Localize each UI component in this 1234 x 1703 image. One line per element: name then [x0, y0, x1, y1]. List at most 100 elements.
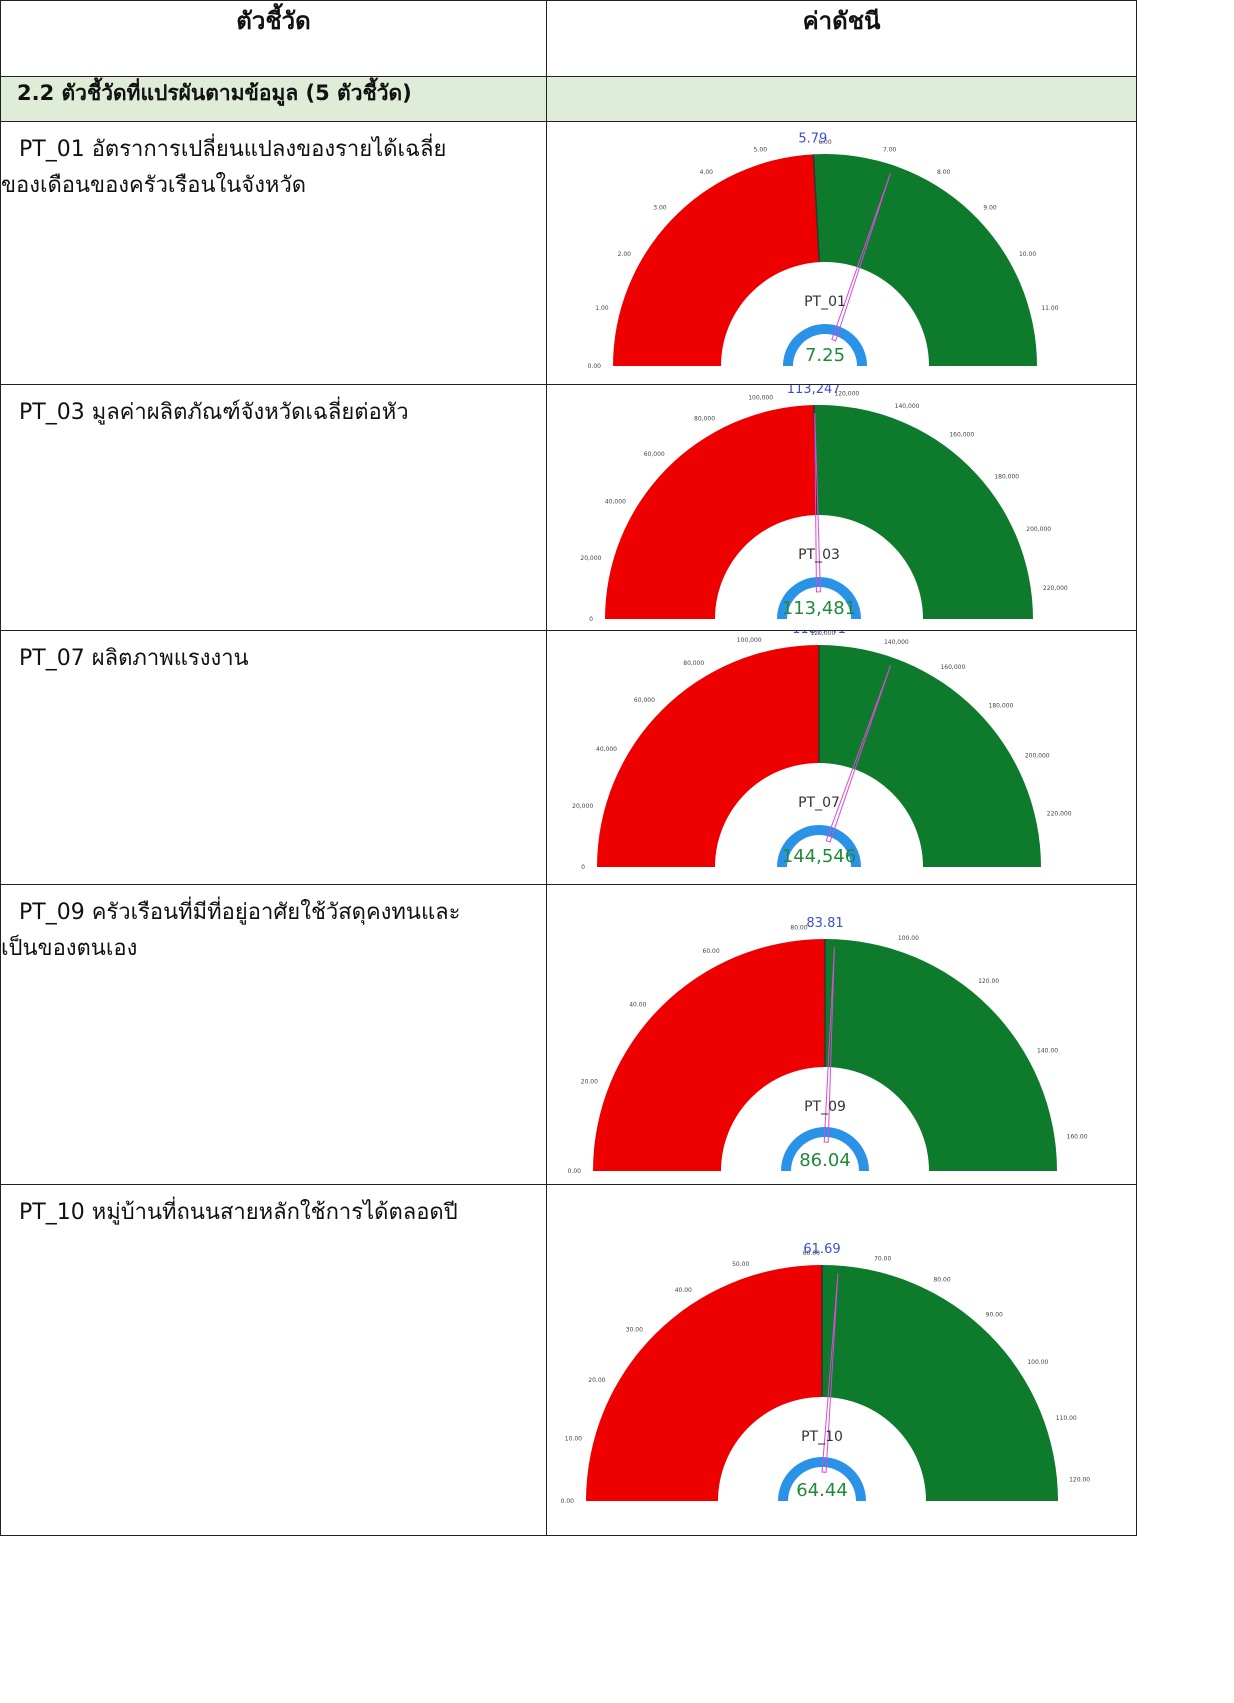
gauge-tick-label: 1.00 [595, 305, 609, 312]
gauge-tick-label: 140.00 [1037, 1047, 1058, 1054]
gauge-tick-label: 120.00 [978, 978, 999, 985]
indicator-label-line2: ของเดือนของครัวเรือนในจังหวัด [1, 173, 307, 198]
gauge-red-zone [605, 405, 817, 619]
gauge-tick-label: 50.00 [732, 1261, 749, 1268]
gauge-tick-label: 180,000 [994, 473, 1019, 480]
gauge-tick-label: 9.00 [983, 205, 997, 212]
gauge-tick-label: 60,000 [634, 697, 655, 704]
indicator-label-line1: PT_10 หมู่บ้านที่ถนนสายหลักใช้การได้ตลอด… [19, 1200, 458, 1225]
table-row: PT_09 ครัวเรือนที่มีที่อยู่อาศัยใช้วัสดุ… [0, 884, 1137, 1185]
gauge-cell: 0 20,000 40,000 60,000 80,000 100,000 120,000 1… [546, 384, 1137, 631]
gauge-tick-label: 160.00 [1067, 1133, 1088, 1140]
gauge-chart: 020,00040,00060,00080,000100,000120,0001… [580, 385, 1068, 623]
gauge-tick-label: 7.00 [883, 147, 897, 154]
gauge-green-zone [813, 405, 1033, 619]
gauge-value-label: 64.44 [796, 1480, 848, 1501]
gauge-tick-label: 20,000 [572, 803, 593, 810]
indicator-label-line1: PT_03 มูลค่าผลิตภัณฑ์จังหวัดเฉลี่ยต่อหัว [19, 400, 409, 425]
gauge-value-label: 86.04 [799, 1150, 851, 1171]
gauge-cell: 0 20,000 40,000 60,000 80,000 100,000 120,000 1… [546, 630, 1137, 885]
gauge-needle [821, 1273, 839, 1473]
gauge-value-label: 144,546 [782, 846, 856, 867]
gauge-cell: 0.00 20.00 40.00 60.00 80.00 100.00 120.00 140.… [546, 884, 1137, 1185]
gauge-tick-label: 80,000 [694, 415, 715, 422]
gauge-inner-ring [781, 1127, 869, 1171]
gauge-cell: 0.00 1.00 2.00 3.00 4.00 5.00 6.00 7.00 8.00 9.00… [546, 121, 1137, 385]
gauge-tick-label: 180,000 [989, 703, 1014, 710]
gauge-threshold-label: 5.79 [798, 131, 827, 146]
gauge-tick-label: 220,000 [1047, 810, 1072, 817]
gauge-tick-label: 60.00 [703, 948, 720, 955]
indicator-label-line2: เป็นของตนเอง [1, 936, 138, 961]
gauge-threshold-label: 61.69 [803, 1242, 840, 1257]
indicator-table: ตัวชี้วัด ค่าดัชนี 2.2 ตัวชี้วัดที่แปรผั… [0, 0, 1137, 1536]
gauge-center-label: PT_10 [801, 1429, 843, 1445]
gauge-tick-label: 200,000 [1026, 526, 1051, 533]
gauge-tick-label: 20.00 [588, 1377, 605, 1384]
gauge-tick-label: 10.00 [565, 1436, 582, 1443]
gauge-threshold-label: 118,741 [792, 631, 846, 637]
gauge-tick-label: 40,000 [596, 746, 617, 753]
indicator-label-cell: PT_07 ผลิตภาพแรงงาน [0, 630, 547, 885]
gauge-tick-label: 110.00 [1056, 1415, 1077, 1422]
table-row: PT_07 ผลิตภาพแรงงาน 0 20,000 40,000 60,000 8… [0, 630, 1137, 885]
gauge-tick-label: 20.00 [581, 1079, 598, 1086]
gauge-tick-label: 0.00 [568, 1168, 582, 1175]
gauge-tick-label: 100,000 [737, 637, 762, 644]
indicator-label-cell: PT_09 ครัวเรือนที่มีที่อยู่อาศัยใช้วัสดุ… [0, 884, 547, 1185]
gauge-threshold-label: 83.81 [806, 916, 843, 931]
gauge-chart: 0.00 20.00 40.00 60.00 80.00 100.00 120.00 140.… [568, 916, 1088, 1175]
section-title-cell: 2.2 ตัวชี้วัดที่แปรผันตามข้อมูล (5 ตัวชี… [0, 76, 547, 122]
gauge-inner-ring [777, 825, 861, 867]
gauge-chart: 0.00 1.00 2.00 3.00 4.00 5.00 6.00 7.00 8.00 9.00… [588, 131, 1059, 370]
gauge-tick-label: 160,000 [940, 664, 965, 671]
gauge-tick-label: 10.00 [1019, 251, 1036, 258]
indicator-label-cell: PT_01 อัตราการเปลี่ยนแปลงของรายได้เฉลี่ย… [0, 121, 547, 385]
gauge-chart: 020,00040,00060,00080,000100,000120,0001… [572, 631, 1072, 871]
gauge-tick-label: 40,000 [605, 499, 626, 506]
gauge-tick-label: 4.00 [700, 169, 714, 176]
gauge-inner-ring [778, 1457, 866, 1501]
gauge-chart: 0.00 10.00 20.00 30.00 40.00 50.00 60.00 70.00 8… [561, 1242, 1091, 1505]
gauge-tick-label: 5.00 [754, 147, 768, 154]
gauge-needle [831, 172, 892, 342]
gauge-tick-label: 100.00 [1027, 1359, 1048, 1366]
gauge-red-zone [593, 939, 825, 1171]
indicator-label-cell: PT_03 มูลค่าผลิตภัณฑ์จังหวัดเฉลี่ยต่อหัว [0, 384, 547, 631]
gauge-tick-label: 200,000 [1025, 753, 1050, 760]
gauge-tick-label: 30.00 [626, 1326, 643, 1333]
gauge-tick-label: 60.00 [803, 1250, 820, 1257]
gauge-tick-label: 80.00 [790, 925, 807, 932]
gauge-value-label: 113,481 [782, 598, 856, 619]
gauge-red-zone [586, 1265, 822, 1501]
gauge-tick-label: 11.00 [1041, 305, 1058, 312]
gauge-tick-label: 80.00 [933, 1276, 950, 1283]
gauge-tick-label: 2.00 [618, 251, 632, 258]
table-row: PT_03 มูลค่าผลิตภัณฑ์จังหวัดเฉลี่ยต่อหัว… [0, 384, 1137, 631]
gauge-tick-label: 40.00 [629, 1002, 646, 1009]
table-row: PT_01 อัตราการเปลี่ยนแปลงของรายได้เฉลี่ย… [0, 121, 1137, 385]
gauge-green-zone [813, 154, 1037, 366]
gauge-center-label: PT_01 [804, 294, 846, 310]
gauge-center-label: PT_07 [798, 795, 840, 811]
gauge-tick-label: 0 [581, 864, 585, 871]
gauge-green-zone [822, 1265, 1058, 1501]
section-row: 2.2 ตัวชี้วัดที่แปรผันตามข้อมูล (5 ตัวชี… [0, 76, 1137, 122]
gauge-tick-label: 0.00 [561, 1498, 575, 1505]
gauge-green-zone [825, 939, 1057, 1171]
gauge-green-zone [819, 645, 1041, 867]
gauge-tick-label: 160,000 [949, 431, 974, 438]
indicator-label-line1: PT_09 ครัวเรือนที่มีที่อยู่อาศัยใช้วัสดุ… [19, 900, 461, 925]
gauge-tick-label: 3.00 [653, 205, 667, 212]
gauge-tick-label: 140,000 [895, 403, 920, 410]
header-indicator: ตัวชี้วัด [0, 0, 547, 77]
gauge-needle [814, 413, 821, 593]
table-row: PT_10 หมู่บ้านที่ถนนสายหลักใช้การได้ตลอด… [0, 1184, 1137, 1536]
gauge-tick-label: 6.00 [818, 139, 832, 146]
indicator-label-line1: PT_01 อัตราการเปลี่ยนแปลงของรายได้เฉลี่ย [19, 137, 447, 162]
header-row: ตัวชี้วัด ค่าดัชนี [0, 0, 1137, 77]
gauge-tick-label: 120,000 [834, 391, 859, 398]
gauge-tick-label: 0 [589, 616, 593, 623]
gauge-center-label: PT_09 [804, 1099, 846, 1115]
gauge-tick-label: 90.00 [986, 1312, 1003, 1319]
